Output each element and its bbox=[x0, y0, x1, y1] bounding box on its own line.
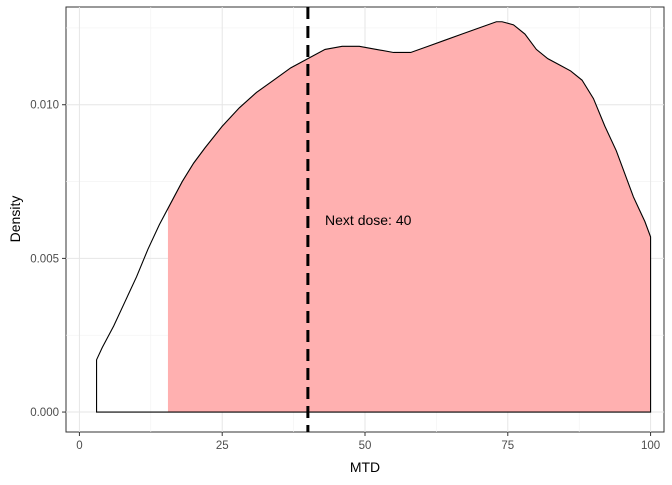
shaded-density-region bbox=[167, 21, 651, 413]
y-tick-label: 0.005 bbox=[30, 253, 59, 265]
x-tick-label: 25 bbox=[216, 440, 229, 452]
x-tick-label: 75 bbox=[501, 440, 514, 452]
x-axis-ticks: 0 25 50 75 100 bbox=[76, 432, 660, 452]
annotation-layer: Next dose: 40 bbox=[325, 212, 412, 228]
x-tick-label: 0 bbox=[76, 440, 82, 452]
y-tick-label: 0.010 bbox=[30, 100, 59, 112]
next-dose-annotation: Next dose: 40 bbox=[325, 212, 412, 228]
density-outline bbox=[96, 21, 652, 413]
x-tick-label: 100 bbox=[641, 440, 660, 452]
y-tick-label: 0.000 bbox=[30, 407, 59, 419]
density-area bbox=[96, 21, 652, 413]
y-axis-label: Density bbox=[7, 196, 23, 243]
x-tick-label: 50 bbox=[359, 440, 372, 452]
x-axis-label: MTD bbox=[350, 459, 380, 475]
y-axis-ticks: 0.000 0.005 0.010 bbox=[30, 100, 66, 419]
